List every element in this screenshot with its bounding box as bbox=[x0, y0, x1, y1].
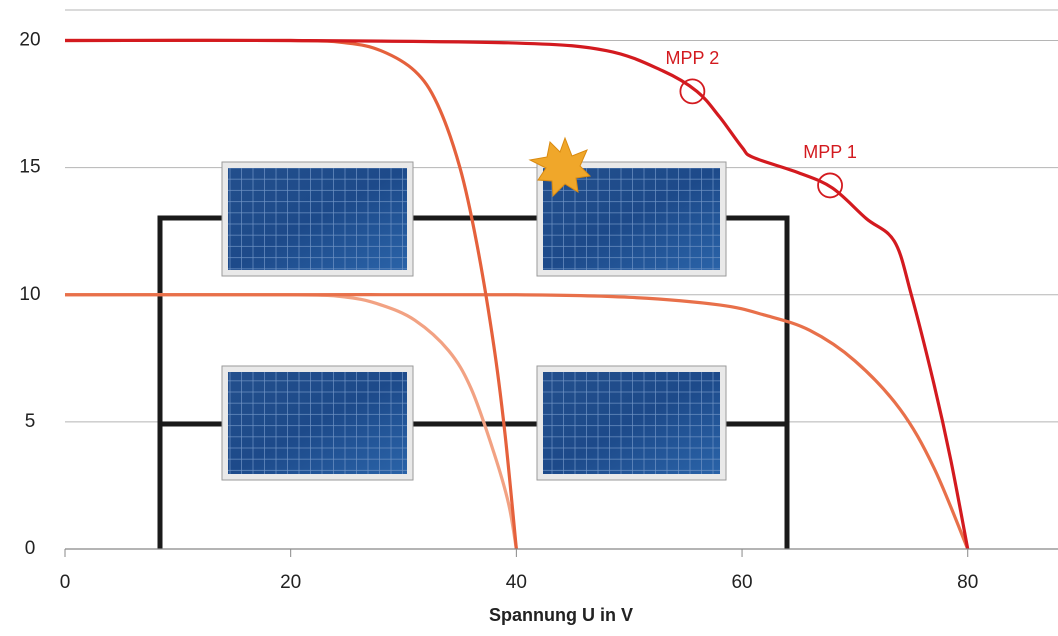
y-tick-label: 5 bbox=[25, 411, 36, 432]
y-tick-label: 0 bbox=[25, 538, 36, 559]
x-tick-label: 60 bbox=[731, 572, 752, 593]
solar-panel bbox=[221, 365, 414, 481]
annotation: MPP 1 bbox=[803, 142, 857, 162]
plot-area: MPP 2 MPP 1 bbox=[64, 38, 970, 550]
x-axis-title: Spannung U in V bbox=[489, 605, 633, 625]
y-tick-label: 10 bbox=[19, 284, 40, 305]
annotation: MPP 2 bbox=[666, 48, 720, 68]
leaf bbox=[528, 136, 592, 198]
y-tick-label: 15 bbox=[19, 157, 40, 178]
mpp-marker bbox=[817, 172, 843, 199]
x-tick-label: 80 bbox=[957, 572, 978, 593]
wire bbox=[157, 215, 790, 549]
solar-panel bbox=[536, 365, 727, 481]
circuit bbox=[157, 136, 790, 549]
x-tick-label: 0 bbox=[60, 572, 71, 593]
line bbox=[65, 292, 970, 550]
line bbox=[64, 38, 970, 550]
x-tick-label: 40 bbox=[506, 572, 527, 593]
y-tick-label: 20 bbox=[19, 30, 40, 51]
x-tick-label: 20 bbox=[280, 572, 301, 593]
solar-panel bbox=[221, 161, 414, 277]
mpp-marker bbox=[679, 78, 706, 105]
